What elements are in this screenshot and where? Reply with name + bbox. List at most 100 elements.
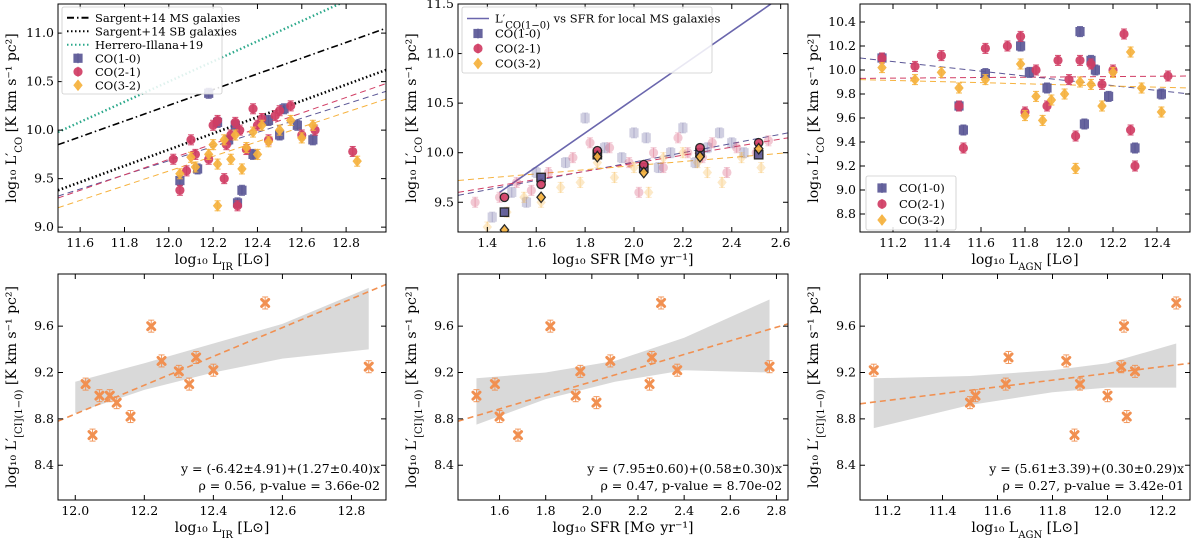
axes-frame — [859, 273, 1191, 501]
y-tick-label: 10.0 — [828, 62, 856, 77]
co-2-1--point — [1031, 64, 1041, 76]
confidence-band — [476, 299, 770, 425]
plot-area — [860, 26, 1190, 175]
-ci-1-0--point — [1171, 296, 1182, 310]
legend-marker-point — [473, 28, 483, 39]
y-tick-label: 9.5 — [34, 171, 54, 186]
-ci-1-0--point — [146, 319, 157, 333]
x-tick-label: 12.8 — [332, 235, 360, 250]
co-1-0--point — [1156, 88, 1166, 100]
y-axis-label: log₁₀ L′CO [K km s⁻¹ pc²] — [404, 33, 425, 202]
co-1-0--point — [1130, 142, 1140, 154]
co-3-2--point — [308, 119, 318, 132]
series--ci-1-0- — [471, 296, 775, 442]
legend-item: CO(3-2) — [73, 78, 141, 92]
panel-bottom-lir: 12.0 12.2 12.4 12.6 12.8 8.4 8.8 9.2 9.6 log₁₀ LI… — [4, 273, 387, 540]
y-tick-label: 9.8 — [836, 86, 856, 101]
plot-area — [860, 296, 1190, 442]
-ci-1-0--point — [513, 428, 523, 442]
series-co-3-2-mean — [499, 142, 764, 232]
co-3-2-mean-point — [499, 223, 510, 232]
-ci-1-0--point — [260, 296, 271, 310]
co-2-1--point — [648, 147, 659, 159]
legend-item: CO(1-0) — [473, 27, 541, 41]
co-3-2--point — [190, 161, 201, 173]
co-1-0--point — [279, 103, 289, 115]
co-3-2--point — [226, 153, 236, 166]
co-3-2--point — [1075, 76, 1085, 88]
x-tick-label: 2.2 — [628, 503, 648, 518]
co-3-2--point — [936, 66, 947, 79]
x-tick-label: 1.6 — [490, 503, 510, 518]
co-2-1--point — [1130, 160, 1140, 172]
co-2-1--point — [1126, 124, 1136, 136]
-ci-1-0--point — [1119, 319, 1129, 333]
confidence-band — [75, 287, 369, 414]
legend-label: Herrero-Illana+19 — [95, 38, 203, 52]
co-2-1--point — [248, 103, 258, 115]
co-1-0--point — [629, 127, 639, 139]
co-1-0--point — [678, 122, 688, 134]
fit-equation: y = (5.61±3.39)+(0.30±0.29)x — [988, 461, 1184, 476]
co-1-0--point — [690, 157, 700, 169]
co-2-1--point — [470, 196, 480, 208]
x-tick-label: 12.4 — [199, 503, 227, 518]
y-tick-label: 9.6 — [34, 318, 54, 333]
-ci-1-0--point — [363, 360, 374, 374]
y-tick-label: 8.8 — [434, 411, 454, 426]
co-1-0--point — [531, 167, 541, 179]
co-3-2--point — [1046, 94, 1057, 106]
-ci-1-0--point — [184, 377, 195, 391]
co-2-1--point — [175, 184, 185, 196]
legend-item: Herrero-Illana+19 — [67, 38, 203, 52]
co-3-2--point — [274, 124, 285, 136]
co-3-2--point — [575, 176, 585, 189]
confidence-band — [873, 343, 1177, 429]
ticks: 1.4 1.6 1.8 2.0 2.2 2.4 2.6 9.5 10.0 10.5 11.0 11.5 — [426, 0, 790, 250]
y-tick-label: 8.8 — [836, 411, 856, 426]
co-3-2--point — [1070, 162, 1081, 175]
-ci-1-0--point — [591, 396, 602, 410]
-ci-1-0--point — [656, 296, 667, 310]
-ci-1-0--point — [1003, 350, 1014, 364]
legend-item: CO(2-1) — [877, 197, 945, 211]
fit-line — [860, 362, 1190, 405]
correlation-stats: ρ = 0.27, p-value = 3.42e-01 — [1002, 478, 1184, 493]
co-1-0--point — [653, 162, 664, 174]
co-2-1--point — [232, 200, 243, 212]
x-tick-label: 2.8 — [767, 503, 787, 518]
y-tick-label: 10.2 — [828, 38, 856, 53]
co-2-1--point — [732, 142, 742, 154]
panel-bottom-lagn: 11.2 11.4 11.6 11.8 12.0 12.2 8.4 8.8 9.2 9.6 log₁… — [806, 273, 1191, 540]
series--ci-1-0- — [868, 296, 1182, 442]
series-co-2-1-mean — [499, 137, 764, 203]
y-tick-label: 11.0 — [426, 46, 454, 61]
co-2-1--point — [1064, 74, 1074, 86]
x-tick-label: 11.8 — [1011, 235, 1039, 250]
co-1-0--point — [702, 142, 712, 154]
co-2-1--point — [286, 100, 296, 112]
x-tick-label: 12.2 — [1099, 235, 1127, 250]
-ci-1-0--point — [1061, 354, 1072, 368]
y-tick-label: 8.4 — [836, 457, 856, 472]
line-fit-co-3-2- — [58, 98, 386, 209]
fit-equation: y = (7.95±0.60)+(0.58±0.30)x — [586, 461, 782, 476]
y-axis-label: log₁₀ L′[CI](1−0) [K km s⁻¹ pc²] — [404, 286, 425, 488]
-ci-1-0--point — [173, 364, 184, 378]
x-tick-label: 12.0 — [155, 235, 183, 250]
x-tick-label: 11.4 — [923, 235, 951, 250]
co-1-0--point — [1075, 26, 1085, 38]
co-1-0--point — [1104, 90, 1114, 102]
ticks: 12.0 12.2 12.4 12.6 12.8 8.4 8.8 9.2 9.6 — [34, 274, 386, 518]
co-2-1--point — [763, 135, 774, 147]
legend-item: Sargent+14 MS galaxies — [67, 11, 240, 25]
co-1-0--point — [237, 184, 247, 196]
co-3-2--point — [352, 155, 362, 168]
y-tick-label: 9.4 — [836, 134, 856, 149]
-ci-1-0--point — [1116, 360, 1127, 374]
y-tick-label: 9.6 — [434, 318, 454, 333]
co-3-2--point — [175, 167, 185, 180]
panel-top-sfr: 1.4 1.6 1.8 2.0 2.2 2.4 2.6 9.5 10.0 10.5 11.0 11.5… — [404, 0, 791, 268]
y-tick-label: 10.4 — [828, 14, 856, 29]
